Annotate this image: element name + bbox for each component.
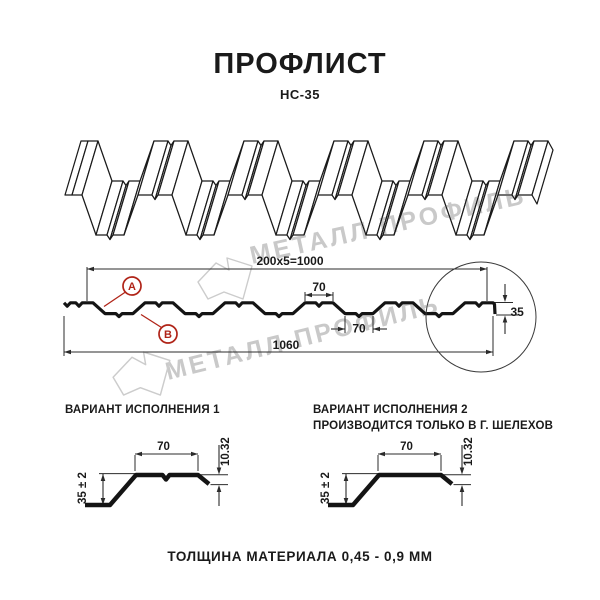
- variant2-dimension-lines: [342, 445, 471, 506]
- variant2-heading: ВАРИАНТ ИСПОЛНЕНИЯ 2 ПРОИЗВОДИТСЯ ТОЛЬКО…: [313, 402, 573, 434]
- variant1-dim-lip: 10.32: [220, 437, 232, 466]
- section-profile-outline: [62, 301, 497, 319]
- variant2-drawing: 70 10.32 35 ± 2: [320, 437, 475, 508]
- variant1-profile-outline: [85, 472, 211, 508]
- variant2-profile-outline: [328, 472, 454, 508]
- profile-model-subtitle: НС-35: [279, 87, 321, 102]
- callout-b-label: B: [164, 329, 172, 341]
- dim-top-flange: 70: [312, 280, 326, 294]
- variant2-heading-line1: ВАРИАНТ ИСПОЛНЕНИЯ 2: [313, 404, 468, 416]
- variant2-dimension-labels: 70 10.32 35 ± 2: [320, 437, 475, 504]
- variant2-dim-height: 35 ± 2: [320, 472, 332, 504]
- page-title: ПРОФЛИСТ: [213, 48, 387, 80]
- detail-circle: [425, 261, 537, 373]
- variant1-heading: ВАРИАНТ ИСПОЛНЕНИЯ 1: [65, 404, 220, 416]
- variant1-dimension-labels: 70 10.32 35 ± 2: [77, 437, 232, 504]
- variant2-dim-flange: 70: [400, 441, 413, 453]
- callout-a-label: A: [128, 281, 136, 293]
- section-dimension-lines: [63, 266, 518, 356]
- callout-b: B: [140, 313, 178, 344]
- brand-logo-watermark-2: [112, 351, 171, 396]
- section-dimension-labels: 200x5=1000 70 70 1060 35: [256, 254, 524, 352]
- variant1-dimension-lines: [99, 445, 228, 506]
- variant1-dim-flange: 70: [157, 441, 170, 453]
- brand-logo-watermark-1: [197, 257, 253, 300]
- variant1-drawing: 70 10.32 35 ± 2: [77, 437, 232, 508]
- dim-total-pitch: 200x5=1000: [256, 254, 323, 268]
- sheet-3d-drawing: [64, 140, 554, 241]
- dim-height: 35: [511, 305, 525, 319]
- dim-bottom-flange: 70: [352, 322, 366, 336]
- variant1-dim-height: 35 ± 2: [77, 472, 89, 504]
- variant2-dim-lip: 10.32: [463, 437, 475, 466]
- dim-overall-width: 1060: [273, 338, 300, 352]
- section-drawing: 200x5=1000 70 70 1060 35 A B: [62, 254, 537, 373]
- variant2-heading-line2: ПРОИЗВОДИТСЯ ТОЛЬКО В Г. ШЕЛЕХОВ: [313, 420, 554, 432]
- callout-a: A: [103, 276, 142, 308]
- material-thickness-note: ТОЛЩИНА МАТЕРИАЛА 0,45 - 0,9 ММ: [167, 549, 433, 564]
